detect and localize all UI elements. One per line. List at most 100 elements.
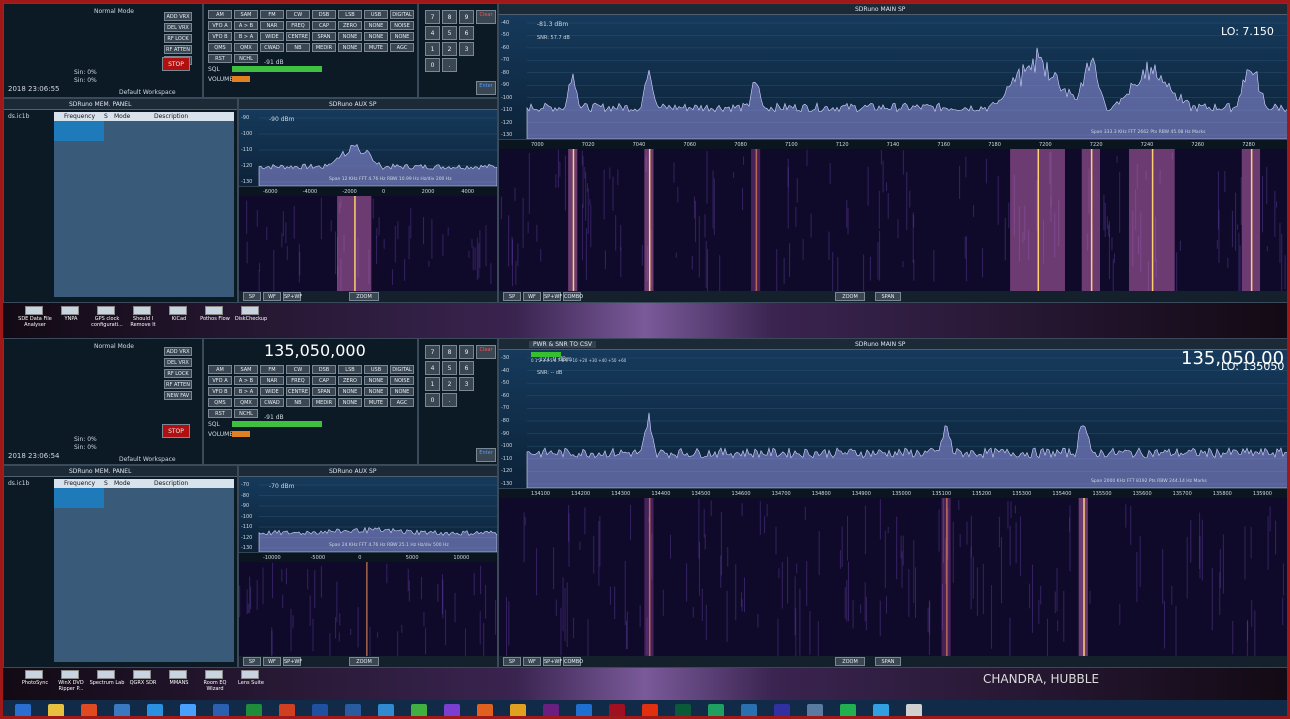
- button[interactable]: 3: [459, 377, 474, 391]
- button[interactable]: VFO B: [208, 387, 232, 396]
- button[interactable]: SP+WF: [543, 292, 561, 301]
- button[interactable]: AGC: [390, 398, 414, 407]
- button[interactable]: 0: [425, 393, 440, 407]
- button[interactable]: 1: [425, 42, 440, 56]
- button[interactable]: STOP: [162, 57, 190, 71]
- icon-label[interactable]: DiskCheckup: [231, 316, 271, 322]
- button[interactable]: SP: [243, 292, 261, 301]
- button[interactable]: SP+WF: [543, 657, 561, 666]
- button[interactable]: NONE: [390, 32, 414, 41]
- button[interactable]: NOISE: [390, 21, 414, 30]
- button[interactable]: 2: [442, 377, 457, 391]
- button[interactable]: SP+WF: [283, 657, 301, 666]
- button[interactable]: CENTRE: [286, 387, 310, 396]
- button[interactable]: NONE: [338, 43, 362, 52]
- button[interactable]: FM: [260, 365, 284, 374]
- button[interactable]: VFO A: [208, 376, 232, 385]
- button[interactable]: SP: [503, 292, 521, 301]
- button[interactable]: NCHL: [234, 54, 258, 63]
- button[interactable]: 9: [459, 345, 474, 359]
- button[interactable]: SPAN: [312, 387, 336, 396]
- button[interactable]: SAM: [234, 10, 258, 19]
- button[interactable]: AGC: [390, 43, 414, 52]
- button[interactable]: 8: [442, 345, 457, 359]
- button[interactable]: A > B: [234, 376, 258, 385]
- button[interactable]: DEL VRX: [164, 358, 192, 367]
- button[interactable]: 4: [425, 361, 440, 375]
- button[interactable]: WIDE: [260, 387, 284, 396]
- button[interactable]: CWAD: [260, 43, 284, 52]
- button[interactable]: RF ATTEN: [164, 45, 192, 54]
- button[interactable]: NONE: [390, 387, 414, 396]
- button[interactable]: FM: [260, 10, 284, 19]
- button[interactable]: WF: [523, 657, 541, 666]
- button[interactable]: CAP: [312, 376, 336, 385]
- button[interactable]: WF: [523, 292, 541, 301]
- button[interactable]: NONE: [364, 376, 388, 385]
- button[interactable]: ADD VRX: [164, 347, 192, 356]
- button[interactable]: 5: [442, 26, 457, 40]
- icon-label[interactable]: Spectrum Lab: [87, 680, 127, 686]
- button[interactable]: SPAN: [875, 657, 901, 666]
- button[interactable]: NONE: [364, 21, 388, 30]
- button[interactable]: 8: [442, 10, 457, 24]
- button[interactable]: VFO A: [208, 21, 232, 30]
- button[interactable]: 7: [425, 345, 440, 359]
- button[interactable]: RF ATTEN: [164, 380, 192, 389]
- button[interactable]: ZERO: [338, 376, 362, 385]
- button[interactable]: SAM: [234, 365, 258, 374]
- icon-label[interactable]: SDE Data File Analyser: [15, 316, 55, 328]
- button[interactable]: 5: [442, 361, 457, 375]
- tab[interactable]: PWR & SNR TO CSV: [529, 341, 596, 348]
- button[interactable]: B > A: [234, 32, 258, 41]
- button[interactable]: WF: [263, 657, 281, 666]
- button[interactable]: WIDE: [260, 32, 284, 41]
- button[interactable]: MEDIR: [312, 43, 336, 52]
- button[interactable]: Clear: [476, 10, 496, 24]
- button[interactable]: 1: [425, 377, 440, 391]
- button[interactable]: VFO B: [208, 32, 232, 41]
- button[interactable]: .: [442, 58, 457, 72]
- button[interactable]: AM: [208, 10, 232, 19]
- button[interactable]: NB: [286, 43, 310, 52]
- button[interactable]: ZERO: [338, 21, 362, 30]
- button[interactable]: FREQ: [286, 376, 310, 385]
- icon-label[interactable]: Should I Remove It: [123, 316, 163, 328]
- button[interactable]: Enter: [476, 448, 496, 462]
- button[interactable]: FREQ: [286, 21, 310, 30]
- icon-label[interactable]: Lens Suite: [231, 680, 271, 686]
- button[interactable]: NAR: [260, 376, 284, 385]
- button[interactable]: B > A: [234, 387, 258, 396]
- icon-label[interactable]: YNPA: [51, 316, 91, 322]
- button[interactable]: USB: [364, 10, 388, 19]
- button[interactable]: MUTE: [364, 43, 388, 52]
- button[interactable]: NB: [286, 398, 310, 407]
- button[interactable]: MEDIR: [312, 398, 336, 407]
- button[interactable]: 6: [459, 26, 474, 40]
- button[interactable]: NONE: [364, 32, 388, 41]
- icon-label[interactable]: GPS clock configurati...: [87, 316, 127, 328]
- button[interactable]: SPAN: [312, 32, 336, 41]
- button[interactable]: AM: [208, 365, 232, 374]
- button[interactable]: DSB: [312, 365, 336, 374]
- icon-label[interactable]: KiCad: [159, 316, 199, 322]
- icon-label[interactable]: MMANS: [159, 680, 199, 686]
- button[interactable]: NEW FAV: [164, 391, 192, 400]
- button[interactable]: 9: [459, 10, 474, 24]
- button[interactable]: ZOOM: [349, 657, 379, 666]
- button[interactable]: 2: [442, 42, 457, 56]
- button[interactable]: CWAD: [260, 398, 284, 407]
- button[interactable]: USB: [364, 365, 388, 374]
- button[interactable]: QMX: [234, 43, 258, 52]
- button[interactable]: STOP: [162, 424, 190, 438]
- button[interactable]: QMX: [234, 398, 258, 407]
- button[interactable]: MUTE: [364, 398, 388, 407]
- button[interactable]: SP+WF: [283, 292, 301, 301]
- button[interactable]: RF LOCK: [164, 34, 192, 43]
- button[interactable]: QMS: [208, 398, 232, 407]
- icon-label[interactable]: Pothos Flow: [195, 316, 235, 322]
- button[interactable]: DIGITAL: [390, 10, 414, 19]
- button[interactable]: CW: [286, 10, 310, 19]
- button[interactable]: SP: [503, 657, 521, 666]
- button[interactable]: ZOOM: [835, 292, 865, 301]
